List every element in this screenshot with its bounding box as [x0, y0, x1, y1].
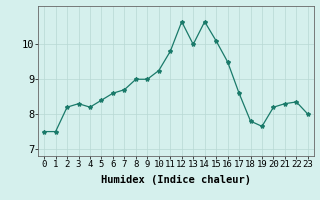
X-axis label: Humidex (Indice chaleur): Humidex (Indice chaleur) [101, 175, 251, 185]
